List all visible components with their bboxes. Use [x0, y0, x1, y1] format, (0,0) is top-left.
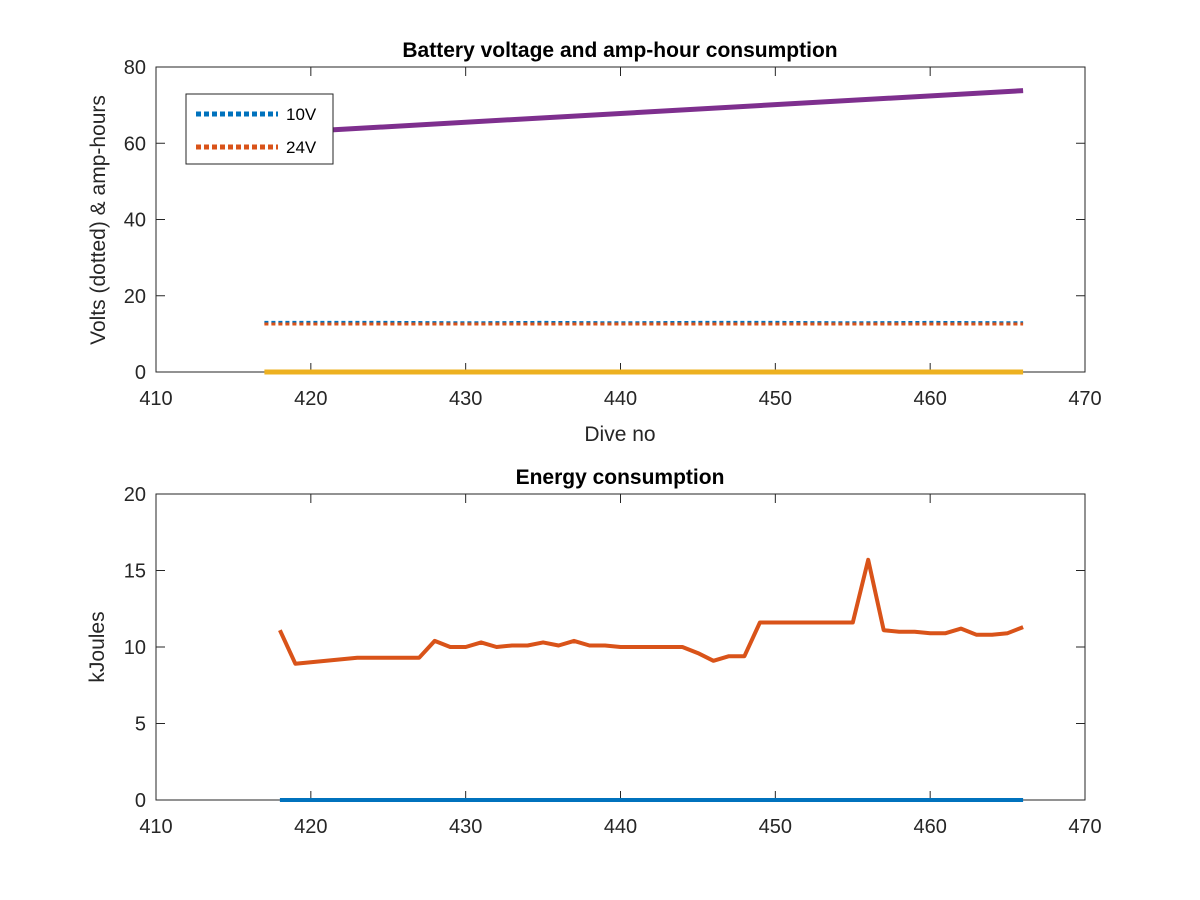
voltage-chart-ylabel: Volts (dotted) & amp-hours: [87, 95, 110, 345]
voltage-chart-y-tick-label: 0: [135, 362, 146, 384]
energy-chart: Energy consumption kJoules 410 420 430 440 4…: [86, 466, 1102, 838]
voltage-chart-y-tick-label: 40: [124, 210, 146, 232]
energy-chart-x-tick-label: 420: [294, 816, 327, 838]
voltage-chart-x-tick-label: 450: [759, 388, 792, 410]
energy-chart-x-tick-label: 450: [759, 816, 792, 838]
voltage-chart-legend-box: [185, 93, 334, 165]
voltage-chart-series-line-3-line: [264, 88, 1024, 137]
energy-chart-x-tick-label: 460: [913, 816, 946, 838]
energy-chart-y-tick-label: 10: [124, 637, 146, 659]
energy-chart-x-tick-label: 440: [604, 816, 637, 838]
energy-chart-series-line-1-line: [278, 557, 1024, 666]
energy-chart-x-tick-label: 470: [1068, 816, 1101, 838]
voltage-chart-legend: 10V 24V: [185, 93, 334, 165]
voltage-chart-x-tick-label: 420: [294, 388, 327, 410]
legend-label-24v: 24V: [286, 138, 317, 157]
energy-chart-y-tick-label: 5: [135, 714, 146, 736]
voltage-chart-x-tick-label: 410: [139, 388, 172, 410]
voltage-chart-xlabel: Dive no: [584, 423, 655, 446]
voltage-chart-title: Battery voltage and amp-hour consumption: [402, 39, 837, 62]
energy-chart-plot-area: 410 420 430 440 450 460 470 0 5 10 15 20: [124, 484, 1102, 838]
legend-label-10v: 10V: [286, 105, 317, 124]
voltage-chart-x-tick-label: 440: [604, 388, 637, 410]
voltage-chart-plot-area: 410 420 430 440 450 460 470 0 20 40 60 80 10V 24V: [124, 57, 1102, 410]
voltage-chart-y-tick-label: 80: [124, 57, 146, 79]
voltage-chart: Battery voltage and amp-hour consumption…: [87, 39, 1102, 446]
energy-chart-title: Energy consumption: [516, 466, 725, 489]
voltage-chart-x-tick-label: 460: [913, 388, 946, 410]
energy-chart-y-tick-label: 20: [124, 484, 146, 506]
voltage-chart-y-tick-label: 20: [124, 286, 146, 308]
energy-chart-ylabel: kJoules: [86, 611, 109, 682]
voltage-chart-y-tick-label: 60: [124, 133, 146, 155]
energy-chart-y-tick-label: 15: [124, 561, 146, 583]
energy-chart-x-tick-label: 410: [139, 816, 172, 838]
energy-chart-y-tick-label: 0: [135, 790, 146, 812]
voltage-chart-x-tick-label: 430: [449, 388, 482, 410]
energy-chart-x-tick-label: 430: [449, 816, 482, 838]
voltage-chart-x-tick-label: 470: [1068, 388, 1101, 410]
